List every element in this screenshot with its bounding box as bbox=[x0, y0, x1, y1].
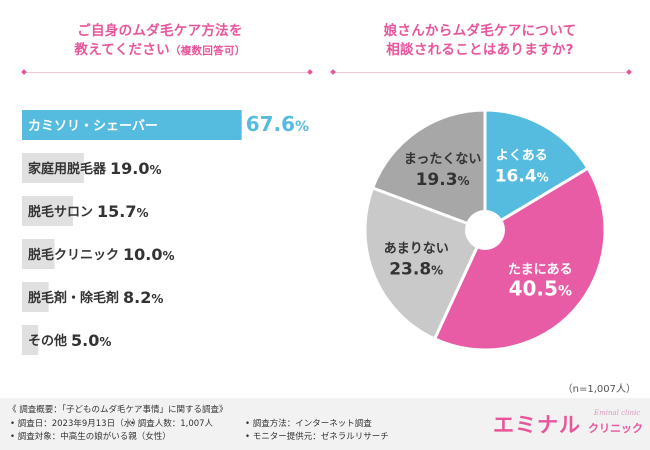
pie-slice-2 bbox=[363, 186, 488, 341]
bar-chart: カミソリ・シェーバー 67.6% 家庭用脱毛器 19.0% 脱毛サロン 15.7% 脱毛クリ… bbox=[22, 110, 309, 355]
bar-3 bbox=[22, 239, 55, 269]
survey-title: 《 調査概要：「子どものムダ毛ケア事情」に関する調査》 bbox=[8, 405, 228, 415]
pie-center-hole bbox=[465, 210, 505, 250]
pie-label-2: あまりない bbox=[384, 241, 449, 256]
divider-dot bbox=[626, 69, 632, 75]
pie-chart-question: 娘さんからムダ毛ケアについて 相談されることはありますか? bbox=[345, 22, 615, 60]
bar-1 bbox=[22, 153, 84, 183]
survey-monitor: • モニター提供元：ゼネラルリサーチ bbox=[245, 432, 389, 442]
bar-question-line1: ご自身のムダ毛ケア方法を bbox=[77, 23, 243, 39]
survey-target: • 調査対象：中高生の娘がいる親（女性） bbox=[10, 432, 171, 442]
bar-value-0: 67.6% bbox=[246, 112, 309, 136]
pie-slice-0 bbox=[483, 108, 590, 233]
survey-date: • 調査日：2023年9月13日（水） bbox=[10, 419, 141, 429]
pie-slice-3 bbox=[370, 108, 487, 233]
bar-value-3: 10.0% bbox=[123, 245, 175, 264]
bar-question-divider bbox=[24, 72, 310, 73]
pie-question-line1: 娘さんからムダ毛ケアについて bbox=[383, 23, 577, 39]
pie-value-2: 23.8% bbox=[389, 259, 443, 279]
survey-method: • 調査方法：インターネット調査 bbox=[245, 419, 372, 429]
sample-size-note: （n=1,007人） bbox=[562, 384, 636, 395]
pie-label-1: たまにある bbox=[508, 263, 573, 278]
bar-question-line2: 教えてください（複数回答可） bbox=[40, 41, 280, 61]
bar-label-3: 脱毛クリニック bbox=[28, 247, 119, 263]
pie-slice-1 bbox=[432, 166, 607, 352]
bar-label-1: 家庭用脱毛器 bbox=[28, 161, 107, 177]
pie-value-1: 40.5% bbox=[509, 277, 572, 301]
bar-value-1: 19.0% bbox=[110, 159, 162, 178]
bar-value-5: 5.0% bbox=[71, 331, 111, 350]
brand-logo-small: Eminal clinic bbox=[594, 409, 641, 417]
bar-question-note: （複数回答可） bbox=[169, 45, 246, 57]
bar-2 bbox=[22, 196, 73, 226]
bar-0 bbox=[22, 110, 242, 140]
pie-label-3: まったくない bbox=[404, 152, 481, 167]
pie-value-0: 16.4% bbox=[495, 166, 549, 186]
pie-label-0: よくある bbox=[496, 148, 548, 163]
bar-label-5: その他 bbox=[28, 333, 67, 349]
brand-logo-sub: クリニック bbox=[588, 422, 643, 435]
bar-label-2: 脱毛サロン bbox=[28, 204, 93, 220]
brand-logo-main: エミナル bbox=[493, 413, 581, 437]
bar-label-0: カミソリ・シェーバー bbox=[28, 119, 158, 134]
pie-value-3: 19.3% bbox=[416, 170, 470, 190]
bar-4 bbox=[22, 282, 49, 312]
footer bbox=[0, 398, 650, 450]
bar-label-4: 脱毛剤・除毛剤 bbox=[28, 290, 119, 306]
bar-value-4: 8.2% bbox=[123, 288, 163, 307]
bar-chart-question: ご自身のムダ毛ケア方法を 教えてください（複数回答可） bbox=[40, 22, 280, 61]
bar-5 bbox=[22, 325, 39, 355]
pie-question-divider bbox=[333, 72, 629, 73]
pie-question-line2: 相談されることはありますか? bbox=[386, 42, 574, 58]
bar-question-text: 教えてください bbox=[74, 42, 170, 58]
survey-count: • 調査人数：1,007人 bbox=[130, 419, 214, 429]
bar-value-2: 15.7% bbox=[97, 202, 149, 221]
